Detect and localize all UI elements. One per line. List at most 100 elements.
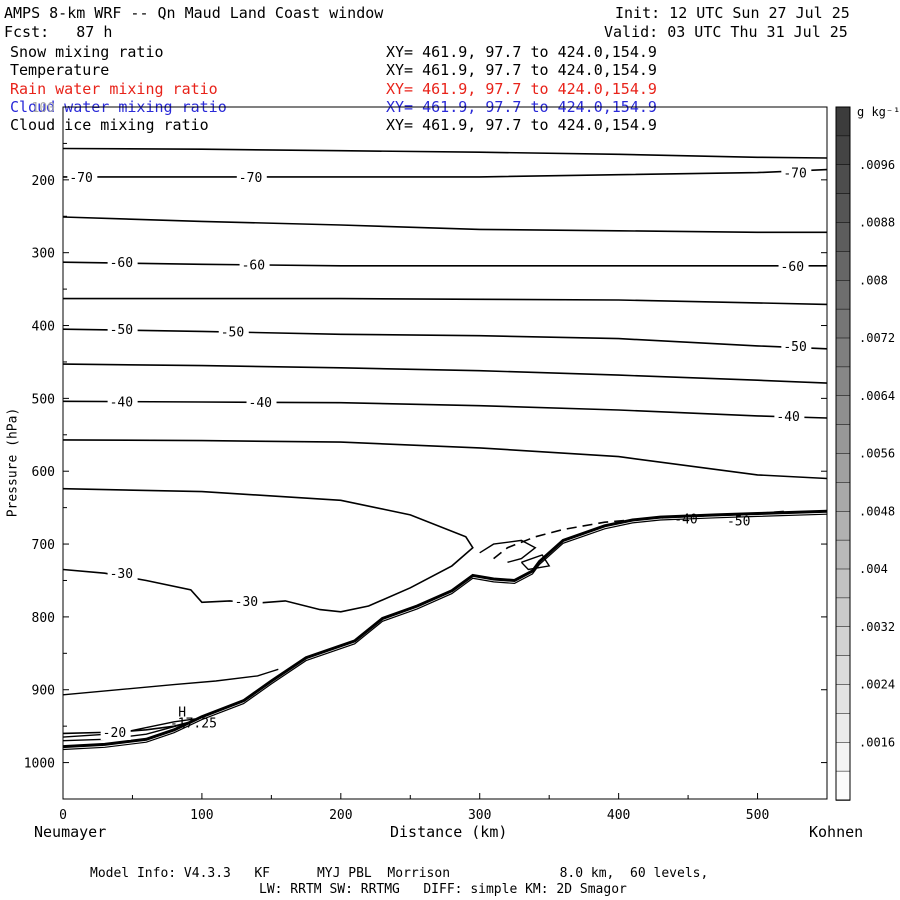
colorbar-cell-2 [835, 164, 851, 195]
colorbar-tick-10: .0016 [859, 735, 895, 749]
y-tick-label-7: 800 [32, 611, 55, 626]
colorbar-cell-12 [835, 453, 851, 484]
colorbar-cell-7 [835, 308, 851, 339]
colorbar-tick-1: .0088 [859, 216, 895, 230]
y-tick-label-9: 1000 [24, 757, 55, 772]
isotherm-label-3-0: -40 [110, 395, 133, 410]
x-tick-label-3: 300 [468, 808, 491, 823]
isotherm-label-5-0: -20 [103, 726, 126, 741]
init-time: Init: 12 UTC Sun 27 Jul 25 [615, 4, 850, 22]
colorbar-cell-22 [835, 742, 851, 772]
colorbar-cell-4 [835, 222, 851, 253]
isotherm-label-1-0: -60 [110, 256, 133, 271]
x-tick-label-2: 200 [329, 808, 352, 823]
label-bg-2-2 [781, 337, 812, 354]
terrain-line [62, 509, 828, 749]
label-bg-0-2 [781, 164, 812, 181]
contour-line-45 [62, 363, 828, 384]
label-bg-1-0 [107, 254, 138, 271]
contour-labels: -70 -70 -70 -60 -60 -60 -50 -50 -50 -40 -40 -40 -30 -… [67, 164, 812, 741]
colorbar-cell-3 [835, 193, 851, 224]
near-surface-contour-0 [62, 668, 279, 696]
colorbar-tick-5: .0056 [859, 447, 895, 461]
y-tick-label-8: 900 [32, 684, 55, 699]
model-info: Model Info: V4.3.3 KF MYJ PBL Morrison 8… [90, 866, 709, 881]
contour-lines [62, 147, 828, 742]
label-bg-3-0 [107, 393, 138, 410]
field-label-snow: Snow mixing ratio [10, 43, 164, 61]
plot-border [62, 106, 828, 800]
colorbar-tick-8: .0032 [859, 620, 895, 634]
x-tick-label-1: 100 [190, 808, 213, 823]
left-endpoint-label: Neumayer [34, 823, 107, 841]
isotherm-line-0 [63, 168, 828, 178]
chart-title: AMPS 8-km WRF -- Qn Maud Land Coast wind… [4, 4, 384, 22]
x-tick-label-0: 0 [59, 808, 67, 823]
label-bg-4-0 [107, 565, 138, 582]
colorbar-cell-8 [835, 337, 851, 368]
y-tick-label-3: 400 [32, 320, 55, 335]
isotherm-label-0-0: -70 [69, 171, 92, 186]
colorbar-tick-0: .0096 [859, 158, 895, 172]
colorbar-cell-15 [835, 539, 851, 570]
field-xy-cloud-ice: XY= 461.9, 97.7 to 424.0,154.9 [386, 116, 657, 134]
valid-time: Valid: 03 UTC Thu 31 Jul 25 [604, 23, 848, 41]
colorbar-units: g kg⁻¹ [857, 105, 900, 119]
isotherm-label-1-1: -60 [242, 258, 265, 273]
y-tick-label-4: 500 [32, 392, 55, 407]
colorbar-cell-0 [835, 106, 851, 137]
near-surface-contour-4 [520, 554, 551, 571]
contour-line-80 [62, 216, 827, 234]
field-xy-temperature: XY= 461.9, 97.7 to 424.0,154.9 [386, 61, 657, 79]
colorbar-cell-11 [835, 424, 851, 455]
y-tick-label-2: 300 [32, 247, 55, 262]
colorbar-cell-6 [835, 280, 851, 310]
contour-line-90 [62, 147, 828, 159]
colorbar-tick-6: .0048 [859, 504, 895, 518]
colorbar-cell-14 [835, 511, 851, 541]
annotation-3: -50 [727, 515, 750, 530]
terrain-surface [62, 509, 828, 751]
y-tick-label-6: 700 [32, 538, 55, 553]
colorbar-cell-13 [835, 482, 851, 512]
colorbar-cell-1 [835, 135, 851, 166]
colorbar: g kg⁻¹ .0096 .0088 .008 .0072 .0064 .0056 .0048… [835, 105, 900, 801]
isotherm-label-4-1: -30 [235, 595, 258, 610]
colorbar-border [835, 106, 851, 801]
label-bg-5-0 [100, 723, 131, 740]
colorbar-tick-3: .0072 [859, 331, 895, 345]
isotherm-label-3-2: -40 [776, 410, 799, 425]
isotherm-line-3 [62, 400, 828, 419]
colorbar-cell-16 [835, 568, 851, 599]
y-tick-label-0: 100 [32, 101, 55, 116]
field-xy-snow: XY= 461.9, 97.7 to 424.0,154.9 [386, 43, 657, 61]
isotherm-label-0-1: -70 [239, 171, 262, 186]
isotherm-label-2-2: -50 [783, 340, 806, 355]
near-surface-contour-1 [62, 718, 196, 738]
y-tick-label-1: 200 [32, 174, 55, 189]
isotherm-label-4-0: -30 [110, 567, 133, 582]
near-surface-contour-3 [479, 539, 537, 563]
colorbar-cell-9 [835, 366, 851, 397]
colorbar-cell-20 [835, 684, 851, 715]
isotherm-line-1 [62, 261, 827, 267]
forecast-hour: Fcst: 87 h [4, 23, 113, 41]
label-bg-1-2 [778, 257, 809, 274]
axes: 100 200 300 400 500 600 700 800 900 1000 0 100 200 30… [24, 101, 828, 823]
y-axis-label: Pressure (hPa) [5, 407, 21, 518]
label-bg-4-1 [232, 592, 263, 609]
isotherm-label-1-2: -60 [781, 260, 804, 275]
plot-frame [62, 106, 828, 800]
right-endpoint-label: Kohnen [809, 823, 864, 841]
label-bg-0-0 [67, 168, 98, 185]
isotherm-line-2 [62, 328, 828, 350]
x-tick-label-5: 500 [746, 808, 769, 823]
field-label-temperature: Temperature [10, 61, 110, 79]
contour-line-55 [63, 297, 828, 306]
label-bg-2-0 [107, 321, 138, 338]
isotherm-label-3-1: -40 [249, 396, 272, 411]
isotherm-label-2-0: -50 [110, 323, 133, 338]
contour-line-35 [62, 439, 828, 480]
field-label-rain: Rain water mixing ratio [10, 80, 218, 98]
label-bg-2-1 [218, 323, 249, 340]
